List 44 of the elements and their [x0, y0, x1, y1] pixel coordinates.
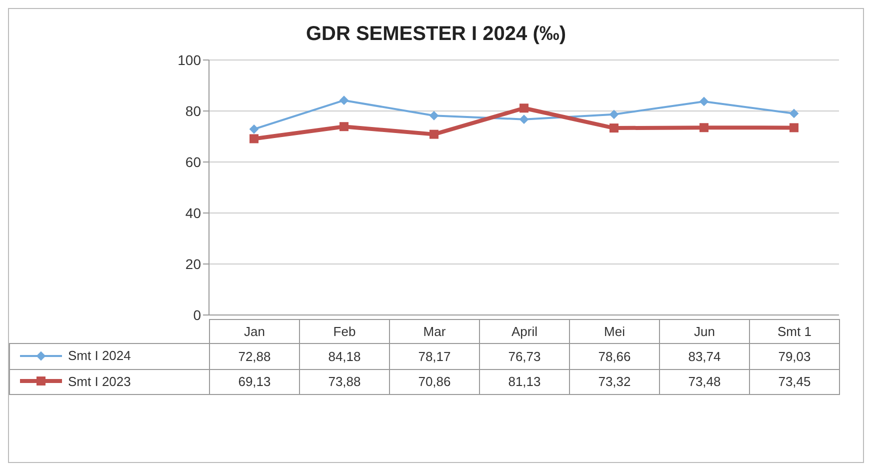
data-label: 73,32: [570, 369, 660, 394]
data-label: 70,86: [390, 369, 480, 394]
point: [790, 123, 798, 132]
x-tick-label: Smt 1: [750, 320, 840, 344]
point: [610, 124, 618, 133]
data-label: 78,17: [390, 344, 480, 369]
data-label: 73,45: [750, 369, 840, 394]
y-tick-label: 100: [178, 52, 202, 68]
y-tick-label: 40: [185, 204, 202, 221]
data-label: 79,03: [750, 344, 840, 369]
point: [250, 134, 258, 144]
y-tick-label: 20: [185, 256, 202, 272]
x-tick-label: Mar: [390, 320, 480, 344]
point: [340, 96, 348, 105]
data-label: 69,13: [210, 369, 300, 394]
point: [430, 130, 438, 139]
x-tick-label: Jun: [660, 320, 750, 344]
point: [430, 111, 438, 120]
legend-label: Smt I 2024: [68, 348, 131, 363]
data-label: 76,73: [480, 344, 570, 369]
x-tick-label: Jan: [210, 320, 300, 344]
data-label: 78,66: [570, 344, 660, 369]
x-tick-label: Feb: [300, 320, 390, 344]
point: [250, 124, 258, 134]
point: [700, 96, 708, 106]
point: [610, 110, 618, 119]
data-label: 84,18: [300, 344, 390, 369]
data-label: 73,48: [660, 369, 750, 394]
y-tick-label: 60: [185, 154, 202, 170]
point: [340, 122, 348, 132]
x-tick-label: Mei: [570, 320, 660, 344]
point: [790, 108, 798, 118]
legend-label: Smt I 2023: [68, 374, 131, 388]
point: [520, 114, 528, 124]
data-label: 81,13: [480, 369, 570, 394]
data-label: 73,88: [300, 369, 390, 394]
chart-title: GDR SEMESTER I 2024 (‰): [304, 23, 568, 46]
point: [520, 104, 528, 113]
data-label: 83,74: [660, 344, 750, 369]
x-tick-label: April: [480, 320, 570, 344]
point: [700, 123, 708, 132]
y-tick-label: 0: [193, 306, 202, 323]
data-label: 72,88: [210, 344, 300, 369]
y-tick-label: 80: [185, 102, 202, 119]
